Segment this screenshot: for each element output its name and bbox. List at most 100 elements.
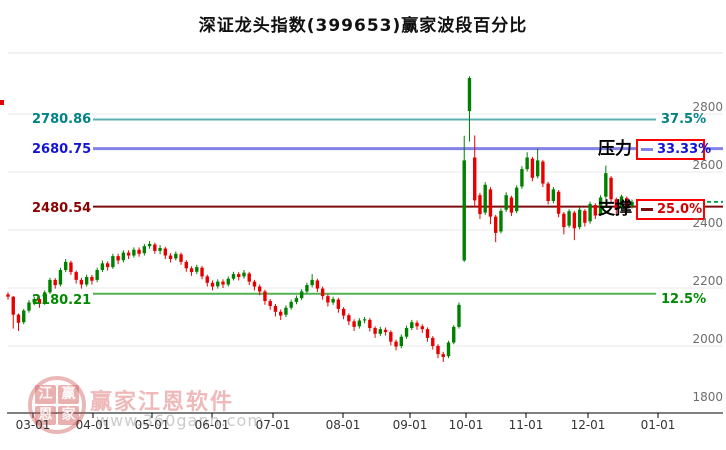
x-axis-label-08-01: 08-01 bbox=[325, 418, 361, 432]
candle-up bbox=[331, 299, 335, 303]
candle-up bbox=[27, 302, 31, 311]
support-tag: 支撑 bbox=[598, 199, 632, 219]
candle-down bbox=[326, 296, 330, 303]
candle-up bbox=[43, 292, 47, 304]
candle-down bbox=[436, 346, 440, 355]
watermark-logo-icon: 江赢恩家 bbox=[28, 376, 86, 434]
candle-up bbox=[58, 270, 63, 285]
candle-up bbox=[289, 301, 293, 308]
candle-up bbox=[357, 320, 362, 327]
candle-up bbox=[630, 201, 634, 207]
logo-char: 赢 bbox=[58, 385, 79, 404]
candle-up bbox=[158, 247, 162, 251]
candle-down bbox=[53, 279, 57, 286]
candle-up bbox=[231, 274, 236, 279]
candle-down bbox=[415, 322, 419, 327]
candle-down bbox=[530, 158, 535, 178]
candle-down bbox=[320, 288, 325, 297]
y-axis-label-2000: 2000 bbox=[692, 332, 723, 346]
candle-down bbox=[16, 314, 21, 323]
candle-down bbox=[473, 157, 477, 201]
watermark-url-text: www.360gann.com bbox=[96, 411, 264, 430]
candle-up bbox=[48, 279, 52, 293]
pressure-line-dash-icon bbox=[641, 148, 653, 151]
candle-up bbox=[399, 336, 403, 346]
candle-up bbox=[598, 197, 603, 215]
candle-down bbox=[583, 210, 587, 223]
candle-down bbox=[352, 321, 356, 327]
candle-down bbox=[609, 177, 613, 200]
y-axis-label-2600: 2600 bbox=[692, 158, 723, 172]
candle-down bbox=[179, 254, 183, 262]
candle-down bbox=[210, 282, 215, 287]
candle-down bbox=[137, 249, 141, 254]
watermark-brand-text: 赢家江恩软件 bbox=[90, 390, 235, 415]
candle-down bbox=[556, 191, 561, 214]
candle-down bbox=[200, 267, 204, 277]
candle-down bbox=[6, 294, 10, 297]
candle-down bbox=[572, 212, 577, 229]
candle-down bbox=[258, 286, 262, 292]
candle-up bbox=[294, 298, 299, 302]
candle-down bbox=[205, 276, 209, 283]
candle-down bbox=[509, 197, 514, 213]
candle-up bbox=[32, 299, 36, 303]
candle-down bbox=[189, 268, 194, 273]
level-price-37-5: 2780.86 bbox=[32, 112, 92, 127]
candle-down bbox=[273, 305, 278, 312]
candle-up bbox=[410, 322, 414, 329]
candle-down bbox=[69, 262, 73, 273]
candle-up bbox=[226, 278, 230, 285]
candle-down bbox=[252, 281, 257, 287]
candle-up bbox=[22, 310, 26, 323]
x-axis-label-03-01: 03-01 bbox=[15, 418, 51, 432]
candle-up bbox=[142, 246, 147, 254]
candle-up bbox=[619, 196, 624, 209]
pressure-tag: 压力 bbox=[598, 139, 632, 159]
pressure-percent-box: 33.33% bbox=[636, 139, 711, 160]
candle-up bbox=[514, 187, 519, 212]
y-axis-label-1800: 1800 bbox=[692, 390, 723, 404]
candle-down bbox=[74, 272, 78, 280]
candle-up bbox=[520, 169, 524, 187]
candle-up bbox=[499, 210, 503, 232]
candle-down bbox=[126, 252, 131, 256]
level-price-33-33: 2680.75 bbox=[32, 142, 92, 157]
percent-label-37-5: 37.5% bbox=[661, 112, 707, 127]
candle-down bbox=[593, 205, 598, 216]
candle-up bbox=[299, 291, 304, 299]
candle-up bbox=[174, 253, 178, 259]
candle-up bbox=[535, 160, 540, 177]
x-axis-label-07-01: 07-01 bbox=[255, 418, 291, 432]
y-axis-label-2200: 2200 bbox=[692, 274, 723, 288]
candle-down bbox=[383, 329, 388, 333]
candle-down bbox=[263, 291, 267, 302]
candle-up bbox=[457, 304, 461, 327]
candle-up bbox=[483, 184, 487, 213]
x-axis-label-09-01: 09-01 bbox=[392, 418, 428, 432]
candle-down bbox=[562, 213, 566, 228]
candle-down bbox=[347, 315, 351, 322]
candle-up bbox=[446, 342, 451, 357]
level-price-25-0: 2480.54 bbox=[32, 201, 92, 216]
candle-down bbox=[394, 341, 398, 347]
candle-up bbox=[567, 211, 571, 226]
y-axis-label-2800: 2800 bbox=[692, 100, 723, 114]
candle-up bbox=[284, 307, 288, 315]
x-axis-label-01-01: 01-01 bbox=[640, 418, 676, 432]
candle-down bbox=[247, 273, 251, 282]
candle-down bbox=[336, 299, 341, 309]
percent-label-12-5: 12.5% bbox=[661, 292, 707, 307]
logo-char: 恩 bbox=[35, 406, 56, 425]
candle-down bbox=[184, 261, 188, 269]
candle-up bbox=[132, 249, 136, 256]
candle-up bbox=[462, 160, 466, 261]
candle-down bbox=[431, 337, 435, 346]
candle-down bbox=[441, 354, 445, 358]
candle-down bbox=[79, 279, 84, 285]
candle-down bbox=[420, 326, 424, 330]
candle-down bbox=[373, 328, 377, 334]
candle-down bbox=[237, 274, 241, 277]
candle-up bbox=[404, 328, 409, 337]
